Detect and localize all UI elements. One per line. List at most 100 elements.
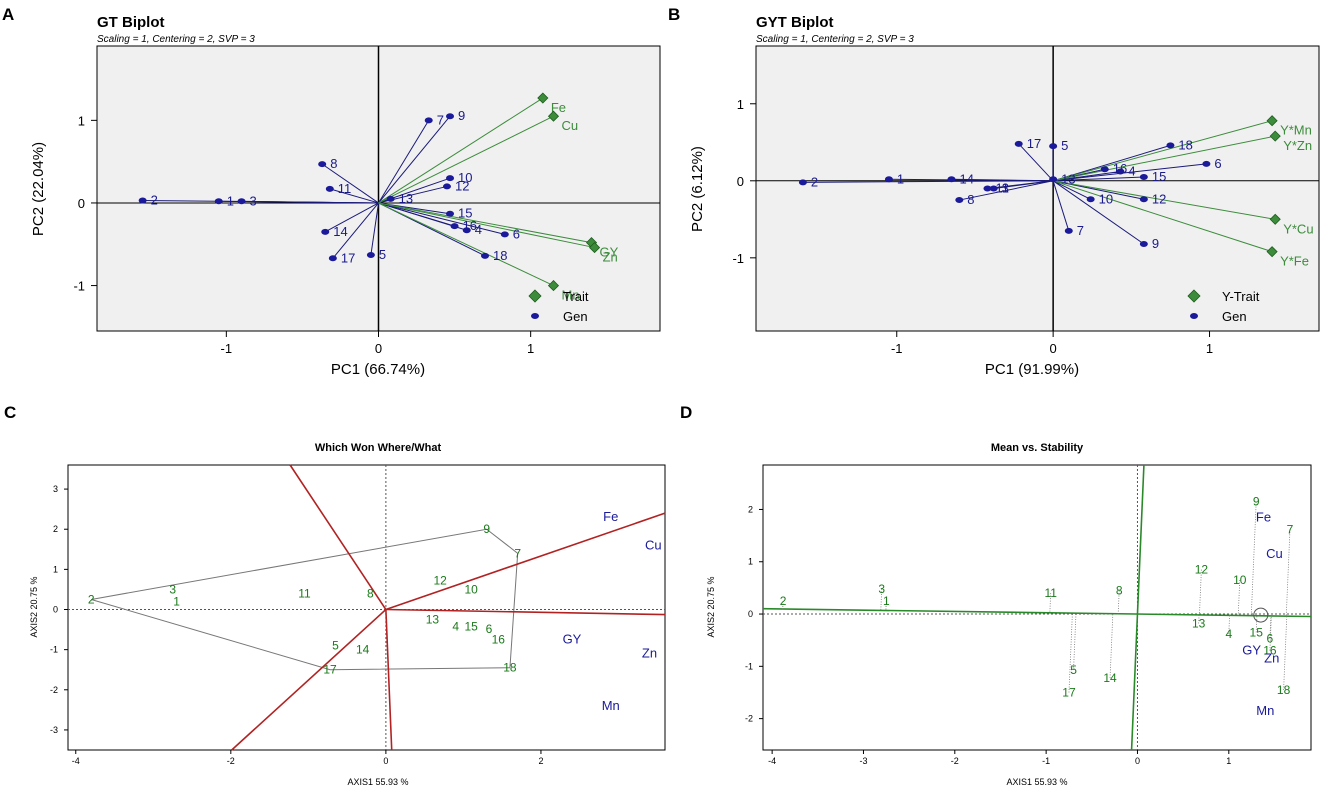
genotype-vector xyxy=(378,202,455,227)
genotype-label: 11 xyxy=(338,181,352,196)
genotype-label: 16 xyxy=(463,218,477,233)
y-tick-label: 1 xyxy=(53,564,58,574)
x-tick-label: -3 xyxy=(859,756,867,766)
trait-vector xyxy=(378,202,592,244)
genotype-point xyxy=(1116,168,1125,175)
genotype-label: 11 xyxy=(298,586,311,600)
genotype-vector xyxy=(321,163,379,204)
genotype-label: 4 xyxy=(452,619,459,633)
genotype-label: 18 xyxy=(503,661,517,675)
genotype-label: 3 xyxy=(878,582,885,596)
sector-ray xyxy=(231,608,387,751)
genotype-vector xyxy=(241,200,379,204)
panel-b-chart: GYT Biplot Scaling = 1, Centering = 2, S… xyxy=(689,14,1320,378)
projection-line xyxy=(1269,615,1272,651)
panel-c-chart: Which Won Where/What AXIS1 55.93 % AXIS2… xyxy=(29,442,666,787)
genotype-vector xyxy=(959,180,1054,201)
panel-c-plot-area xyxy=(67,464,666,751)
trait-point xyxy=(547,279,560,292)
panel-a-xlabel: PC1 (66.74%) xyxy=(331,361,425,378)
genotype-vector xyxy=(1053,163,1207,182)
legend-trait-label: Trait xyxy=(563,289,589,304)
genotype-point xyxy=(214,198,223,205)
genotype-label: 14 xyxy=(1103,671,1117,685)
ate-abscissa xyxy=(762,607,1312,618)
x-tick-label: -1 xyxy=(221,341,233,356)
environment-label: GY xyxy=(563,632,582,647)
genotype-point xyxy=(983,185,992,192)
x-tick-label: 2 xyxy=(538,756,543,766)
x-tick-label: -4 xyxy=(768,756,776,766)
environment-label: Zn xyxy=(1264,650,1279,665)
environment-label: Mn xyxy=(1256,703,1274,718)
trait-vector xyxy=(1053,180,1276,220)
genotype-vector xyxy=(1053,176,1144,182)
panel-d-ylabel: AXIS2 20.75 % xyxy=(706,576,716,637)
genotype-label: 8 xyxy=(967,192,974,207)
genotype-label: 12 xyxy=(1152,191,1166,206)
trait-label: Zn xyxy=(603,250,618,265)
genotype-label: 12 xyxy=(433,574,447,588)
trait-label: Y*Cu xyxy=(1283,221,1313,236)
genotype-label: 17 xyxy=(1062,685,1076,699)
genotype-label: 8 xyxy=(367,586,374,600)
genotype-label: 8 xyxy=(330,156,337,171)
genotype-label: 4 xyxy=(1128,164,1135,179)
trait-label: Y*Mn xyxy=(1280,123,1312,138)
environment-label: Fe xyxy=(1256,509,1271,524)
x-tick-label: -4 xyxy=(72,756,80,766)
genotype-vector xyxy=(329,188,379,204)
x-tick-label: 1 xyxy=(527,341,534,356)
trait-vector xyxy=(378,97,544,204)
genotype-label: 6 xyxy=(1267,632,1274,646)
genotype-label: 5 xyxy=(1061,138,1068,153)
panel-b-subtitle: Scaling = 1, Centering = 2, SVP = 3 xyxy=(756,34,914,45)
panel-d-xlabel: AXIS1 55.93 % xyxy=(1006,777,1067,787)
y-tick-label: -1 xyxy=(745,661,753,671)
genotype-label: 11 xyxy=(1044,586,1057,600)
genotype-label: 2 xyxy=(88,592,95,606)
y-tick-label: 2 xyxy=(748,504,753,514)
genotype-point xyxy=(884,176,893,183)
genotype-label: 6 xyxy=(1214,156,1221,171)
legend-gen-marker xyxy=(1190,313,1198,319)
genotype-vector xyxy=(370,202,379,256)
genotype-label: 9 xyxy=(1253,495,1260,509)
genotype-label: 4 xyxy=(475,222,482,237)
genotype-label: 17 xyxy=(1027,136,1041,151)
genotype-point xyxy=(989,185,998,192)
genotype-label: 1 xyxy=(173,594,180,608)
panel-d-title: Mean vs. Stability xyxy=(991,442,1084,454)
genotype-label: 13 xyxy=(1192,616,1206,630)
genotype-label: 2 xyxy=(151,192,158,207)
panel-d-plot-area xyxy=(762,464,1312,751)
genotype-point xyxy=(446,210,455,217)
genotype-label: 1 xyxy=(883,594,890,608)
trait-label: GY xyxy=(600,245,619,260)
genotype-label: 1 xyxy=(897,171,904,186)
genotype-label: 15 xyxy=(458,206,472,221)
panel-a-title: GT Biplot xyxy=(97,14,165,31)
y-tick-label: 0 xyxy=(53,605,58,615)
genotype-label: 3 xyxy=(250,193,257,208)
panel-b-ylabel: PC2 (6.12%) xyxy=(689,146,706,232)
genotype-label: 10 xyxy=(458,170,472,185)
genotype-label: 5 xyxy=(1070,663,1077,677)
genotype-point xyxy=(1086,196,1095,203)
genotype-point xyxy=(450,223,459,230)
genotype-vector xyxy=(951,178,1054,182)
genotype-label: 14 xyxy=(959,171,973,186)
genotype-label: 11 xyxy=(995,181,1009,196)
genotype-vector xyxy=(1052,180,1070,232)
genotype-label: 14 xyxy=(333,224,347,239)
y-tick-label: 1 xyxy=(737,97,744,112)
environment-label: GY xyxy=(1242,643,1261,658)
genotype-point xyxy=(325,185,334,192)
genotype-point xyxy=(321,228,330,235)
genotype-label: 8 xyxy=(1116,584,1123,598)
genotype-point xyxy=(462,227,471,234)
panel-c-title: Which Won Where/What xyxy=(315,442,442,454)
legend-trait-marker xyxy=(528,289,542,303)
genotype-label: 14 xyxy=(356,643,370,657)
genotype-vector xyxy=(1052,144,1171,182)
